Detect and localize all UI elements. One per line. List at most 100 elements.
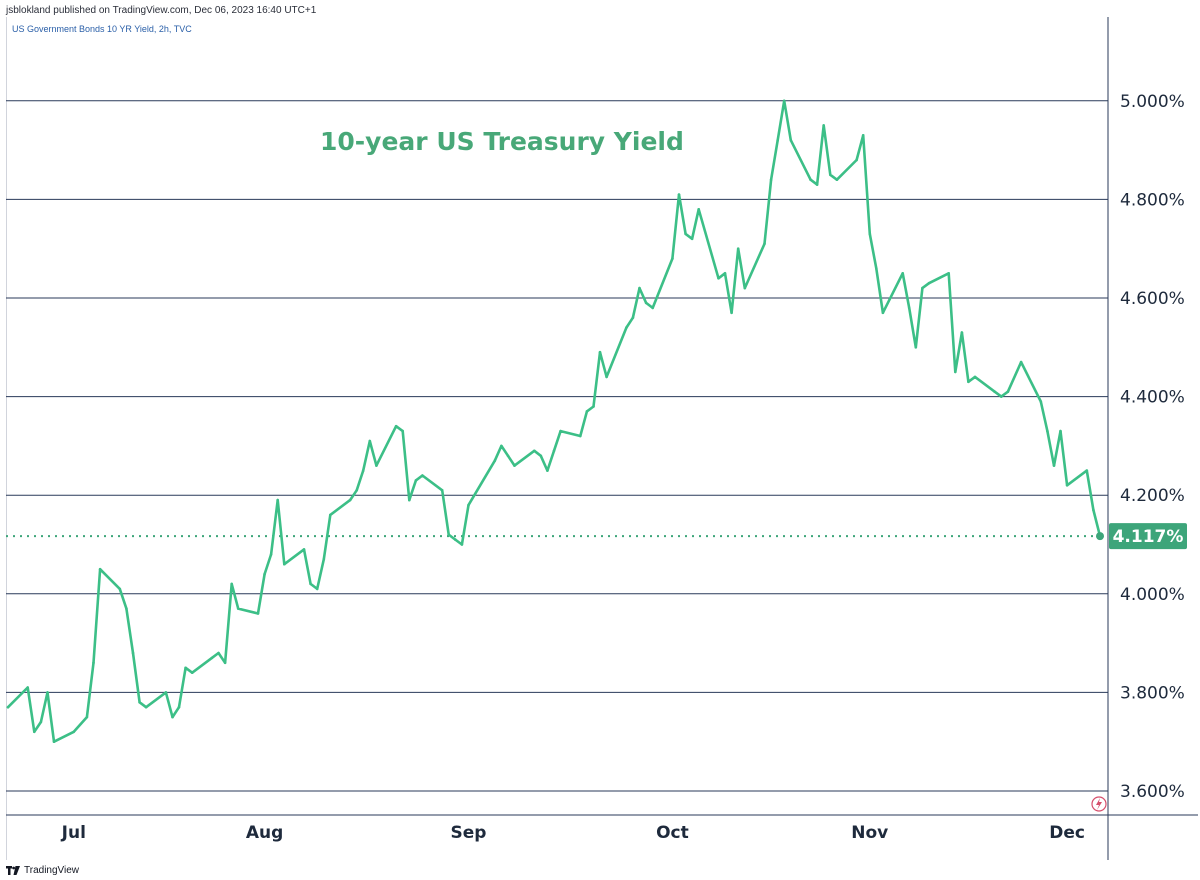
- data-point: [1065, 484, 1069, 487]
- data-point: [677, 193, 681, 196]
- data-point: [763, 242, 766, 246]
- data-point: [993, 390, 996, 394]
- data-point: [447, 533, 451, 536]
- yield-chart[interactable]: 10-year US Treasury Yield 3.600% 3.800% 4.…: [0, 0, 1200, 860]
- data-point: [125, 607, 128, 610]
- lightning-icon[interactable]: [1091, 796, 1107, 812]
- data-point: [1052, 464, 1056, 467]
- data-point: [723, 272, 727, 275]
- data-point: [921, 286, 924, 290]
- data-point: [138, 701, 141, 704]
- data-point: [927, 281, 931, 285]
- data-point: [171, 715, 174, 719]
- data-point: [1046, 429, 1049, 433]
- data-point: [533, 449, 536, 453]
- data-point: [769, 178, 773, 181]
- y-tick-label: 4.400%: [1120, 388, 1185, 408]
- data-point: [408, 498, 411, 502]
- data-point: [39, 720, 43, 724]
- data-point: [717, 277, 720, 280]
- x-tick-label: Sep: [451, 823, 487, 843]
- data-point: [72, 730, 76, 734]
- data-point: [625, 326, 628, 329]
- data-point: [552, 449, 556, 453]
- last-price-dot: [1096, 532, 1104, 541]
- data-point: [329, 513, 332, 517]
- data-point: [973, 375, 977, 379]
- data-point: [1039, 400, 1043, 403]
- data-point: [789, 138, 793, 142]
- data-point: [217, 651, 220, 655]
- y-tick-label: 5.000%: [1120, 92, 1185, 112]
- data-point: [414, 479, 418, 482]
- data-point: [223, 661, 227, 665]
- data-point: [960, 331, 964, 334]
- data-point: [85, 715, 89, 719]
- data-point: [421, 474, 424, 477]
- data-point: [26, 686, 30, 689]
- data-point: [697, 208, 700, 211]
- data-point: [98, 567, 102, 571]
- tradingview-logo-icon: [6, 865, 20, 875]
- data-point: [743, 286, 747, 290]
- data-point: [322, 558, 326, 561]
- data-point: [776, 138, 779, 142]
- data-point: [736, 247, 740, 250]
- data-point: [52, 740, 56, 743]
- data-point: [644, 301, 648, 305]
- data-point: [144, 705, 148, 709]
- data-point: [309, 582, 312, 586]
- data-point: [92, 661, 95, 665]
- time-axis-labels: Jul Aug Sep Oct Nov Dec: [61, 823, 1085, 843]
- chart-title: 10-year US Treasury Yield: [320, 127, 684, 156]
- data-point: [454, 538, 457, 541]
- data-point: [947, 272, 950, 275]
- chart-frame: [6, 17, 1198, 860]
- last-price-label: 4.117%: [1109, 523, 1187, 550]
- data-point: [394, 424, 398, 428]
- y-tick-label: 4.600%: [1120, 289, 1185, 309]
- data-point: [592, 405, 595, 408]
- x-tick-label: Oct: [656, 823, 689, 843]
- data-point: [164, 691, 168, 694]
- data-point: [190, 671, 194, 674]
- data-point: [460, 543, 464, 546]
- data-point: [46, 691, 49, 694]
- symbol-legend[interactable]: US Government Bonds 10 YR Yield, 2h, TVC: [12, 24, 192, 34]
- data-point: [605, 375, 608, 379]
- data-point: [184, 666, 187, 670]
- data-point: [835, 178, 839, 181]
- data-point: [907, 306, 911, 310]
- data-point: [493, 459, 497, 463]
- data-point: [598, 350, 602, 354]
- y-tick-label: 3.600%: [1120, 782, 1185, 802]
- data-point: [368, 439, 372, 443]
- data-point: [901, 272, 904, 275]
- data-point: [539, 454, 543, 458]
- data-point: [954, 370, 957, 374]
- published-by-line: jsblokland published on TradingView.com,…: [6, 5, 317, 16]
- data-point: [33, 730, 36, 734]
- data-point: [585, 410, 589, 413]
- data-point: [177, 705, 181, 709]
- series-line-yield: [6, 99, 1102, 743]
- data-point: [579, 434, 582, 438]
- data-point: [822, 124, 825, 127]
- data-point: [375, 464, 378, 467]
- data-point: [118, 587, 122, 591]
- data-point: [815, 183, 819, 186]
- data-point: [440, 489, 444, 492]
- y-tick-label: 3.800%: [1120, 683, 1185, 703]
- data-point: [500, 444, 503, 448]
- data-point: [651, 306, 654, 310]
- data-points: [6, 99, 1102, 743]
- data-point: [967, 380, 970, 384]
- last-price-value: 4.117%: [1113, 527, 1184, 547]
- data-point: [361, 469, 365, 472]
- data-point: [1092, 508, 1095, 512]
- price-axis-labels: 3.600% 3.800% 4.000% 4.200% 4.400% 4.600% 4.80…: [1120, 92, 1185, 802]
- data-point: [348, 498, 352, 502]
- data-point: [829, 173, 832, 177]
- data-point: [809, 178, 812, 181]
- data-point: [546, 469, 549, 472]
